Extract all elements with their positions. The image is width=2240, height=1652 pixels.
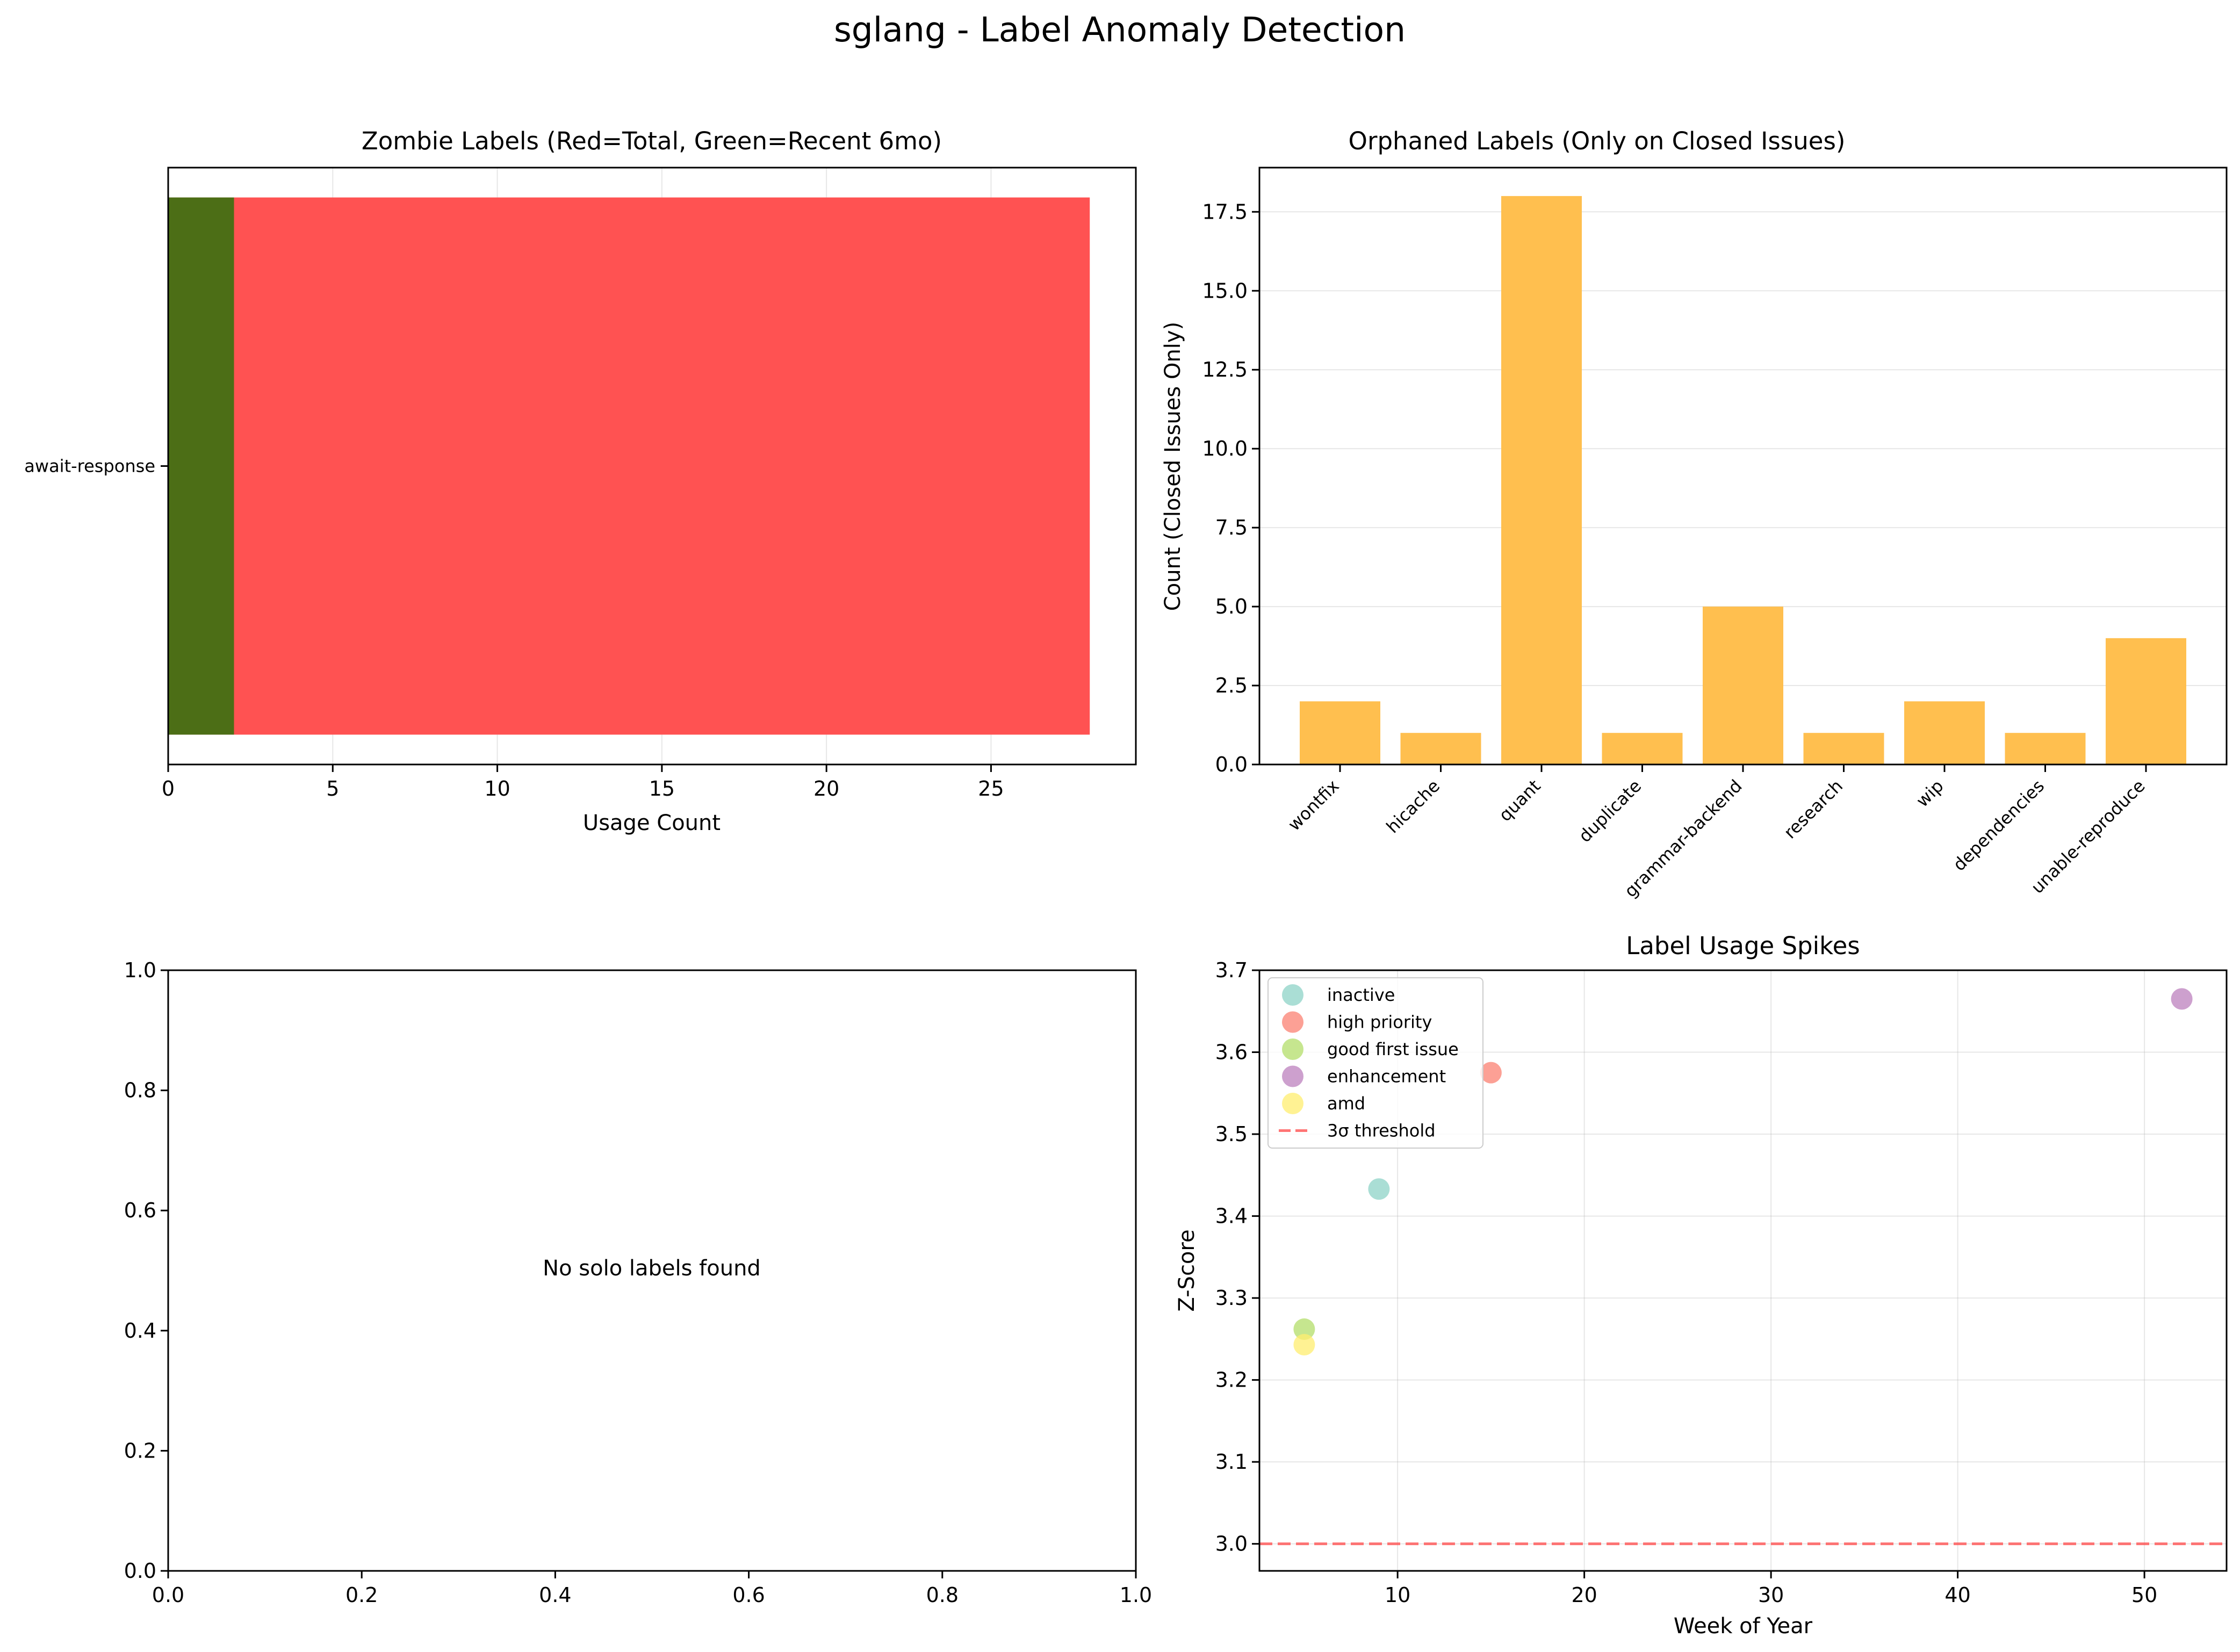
orphaned-bar [1703, 607, 1783, 764]
spikes-y-tick-label: 3.2 [1215, 1368, 1248, 1392]
zombie-bars [168, 197, 1090, 735]
orphaned-y-tick-label: 15.0 [1202, 279, 1248, 302]
solo-y-tick-label: 0.8 [124, 1079, 156, 1102]
spikes-legend-label: 3σ threshold [1327, 1121, 1436, 1141]
solo-x-tick-label: 1.0 [1120, 1583, 1152, 1607]
orphaned-y-tick-label: 7.5 [1215, 516, 1248, 539]
spikes-x-tick-label: 20 [1571, 1583, 1597, 1607]
spikes-y-tick-label: 3.5 [1215, 1122, 1248, 1146]
spikes-legend-label: inactive [1327, 985, 1395, 1005]
spikes-legend-label: good first issue [1327, 1039, 1459, 1059]
orphaned-bar [1501, 196, 1582, 764]
spikes-legend-marker [1282, 1093, 1303, 1114]
solo-x-tick-label: 0.2 [345, 1583, 378, 1607]
zombie-y-ticks: await-response [24, 456, 168, 477]
spikes-x-tick-label: 30 [1758, 1583, 1784, 1607]
spikes-legend: inactive high priority good first issue enh… [1267, 977, 1483, 1149]
solo-y-ticks: 0.0 0.2 0.4 0.6 0.8 1.0 [124, 958, 168, 1583]
spikes-y-tick-label: 3.4 [1215, 1204, 1248, 1228]
spikes-x-tick-label: 10 [1385, 1583, 1410, 1607]
spikes-legend-label: enhancement [1327, 1066, 1446, 1087]
usage-spikes-chart: Label Usage Spikes 10 20 30 40 50 3.03.13.23… [1175, 932, 2228, 1639]
spikes-y-tick-label: 3.3 [1215, 1286, 1248, 1310]
solo-labels-panel: 0.0 0.2 0.4 0.6 0.8 1.0 0.0 0.2 0.4 0.6 0.8 1.0 No… [124, 958, 1153, 1607]
zombie-x-tick-label: 15 [649, 777, 675, 800]
orphaned-y-tick-label: 5.0 [1215, 595, 1248, 618]
orphaned-bar [1400, 733, 1481, 764]
spikes-point [1480, 1062, 1502, 1084]
spikes-y-tick-label: 3.6 [1215, 1041, 1248, 1064]
spikes-legend-marker [1282, 1011, 1303, 1033]
spikes-chart-title: Label Usage Spikes [1626, 932, 1860, 960]
orphaned-bar [1300, 701, 1380, 764]
solo-x-tick-label: 0.4 [539, 1583, 571, 1607]
solo-y-tick-label: 0.0 [124, 1559, 156, 1583]
orphaned-bar [2106, 638, 2186, 764]
spikes-point [1293, 1318, 1315, 1340]
orphaned-y-tick-label: 10.0 [1202, 437, 1248, 460]
spikes-legend-label: high priority [1327, 1012, 1432, 1033]
zombie-bar-recent [168, 197, 234, 735]
zombie-x-tick-label: 10 [484, 777, 510, 800]
zombie-x-ticks: 0 5 10 15 20 25 [162, 764, 1004, 800]
spikes-y-tick-label: 3.0 [1215, 1532, 1248, 1556]
spikes-point [1368, 1178, 1390, 1200]
spikes-legend-box [1267, 977, 1483, 1149]
orphaned-bar [1602, 733, 1683, 764]
solo-x-tick-label: 0.6 [732, 1583, 765, 1607]
spikes-x-ticks: 10 20 30 40 50 [1385, 1571, 2157, 1607]
orphaned-bar [1803, 733, 1884, 764]
orphaned-chart-title: Orphaned Labels (Only on Closed Issues) [1349, 127, 1846, 155]
spikes-y-tick-label: 3.7 [1215, 958, 1248, 982]
zombie-bar-total [168, 197, 1090, 735]
orphaned-y-ticks: 0.0 2.5 5.0 7.5 10.0 12.5 15.0 17.5 [1202, 200, 1259, 776]
spikes-legend-marker [1282, 1038, 1303, 1060]
spikes-y-tick-label: 3.1 [1215, 1450, 1248, 1474]
spikes-points [1293, 988, 2193, 1356]
zombie-x-tick-label: 5 [326, 777, 339, 800]
zombie-y-tick-label: await-response [24, 456, 155, 477]
orphaned-y-tick-label: 2.5 [1215, 674, 1248, 697]
spikes-plot-frame [1258, 969, 2228, 1572]
orphaned-bar [1904, 701, 1985, 764]
solo-x-ticks: 0.0 0.2 0.4 0.6 0.8 1.0 [152, 1571, 1152, 1607]
zombie-x-tick-label: 20 [813, 777, 839, 800]
zombie-x-tick-label: 25 [978, 777, 1004, 800]
spikes-legend-label: amd [1327, 1093, 1365, 1114]
orphaned-y-tick-label: 0.0 [1215, 753, 1248, 776]
zombie-x-axis-label: Usage Count [583, 811, 721, 835]
spikes-y-ticks: 3.0 3.1 3.2 3.3 3.4 3.5 3.6 3.7 [1215, 958, 1259, 1556]
solo-y-tick-label: 1.0 [124, 958, 156, 982]
zombie-x-tick-label: 0 [162, 777, 175, 800]
figure-title: sglang - Label Anomaly Detection [834, 10, 1406, 49]
solo-y-tick-label: 0.4 [124, 1319, 156, 1343]
solo-plot-frame [167, 969, 1137, 1572]
solo-x-tick-label: 0.0 [152, 1583, 184, 1607]
spikes-y-axis-label: Z-Score [1175, 1229, 1199, 1311]
solo-x-tick-label: 0.8 [926, 1583, 959, 1607]
orphaned-bars [1300, 196, 2186, 764]
spikes-point [2171, 988, 2193, 1010]
spikes-x-axis-label: Week of Year [1674, 1614, 1813, 1639]
orphaned-bar [2005, 733, 2086, 764]
orphaned-y-tick-label: 17.5 [1202, 200, 1248, 223]
spikes-x-tick-label: 50 [2131, 1583, 2157, 1607]
solo-y-tick-label: 0.2 [124, 1439, 156, 1462]
zombie-labels-chart: Zombie Labels (Red=Total, Green=Recent 6… [24, 127, 1137, 835]
spikes-legend-marker [1282, 984, 1303, 1006]
zombie-chart-title: Zombie Labels (Red=Total, Green=Recent 6… [362, 127, 942, 155]
spikes-point [1293, 1334, 1315, 1356]
spikes-x-tick-label: 40 [1944, 1583, 1970, 1607]
orphaned-y-tick-label: 12.5 [1202, 358, 1248, 381]
solo-empty-message: No solo labels found [543, 1256, 761, 1281]
solo-y-tick-label: 0.6 [124, 1199, 156, 1222]
orphaned-y-axis-label: Count (Closed Issues Only) [1161, 322, 1185, 611]
spikes-legend-marker [1282, 1065, 1303, 1087]
